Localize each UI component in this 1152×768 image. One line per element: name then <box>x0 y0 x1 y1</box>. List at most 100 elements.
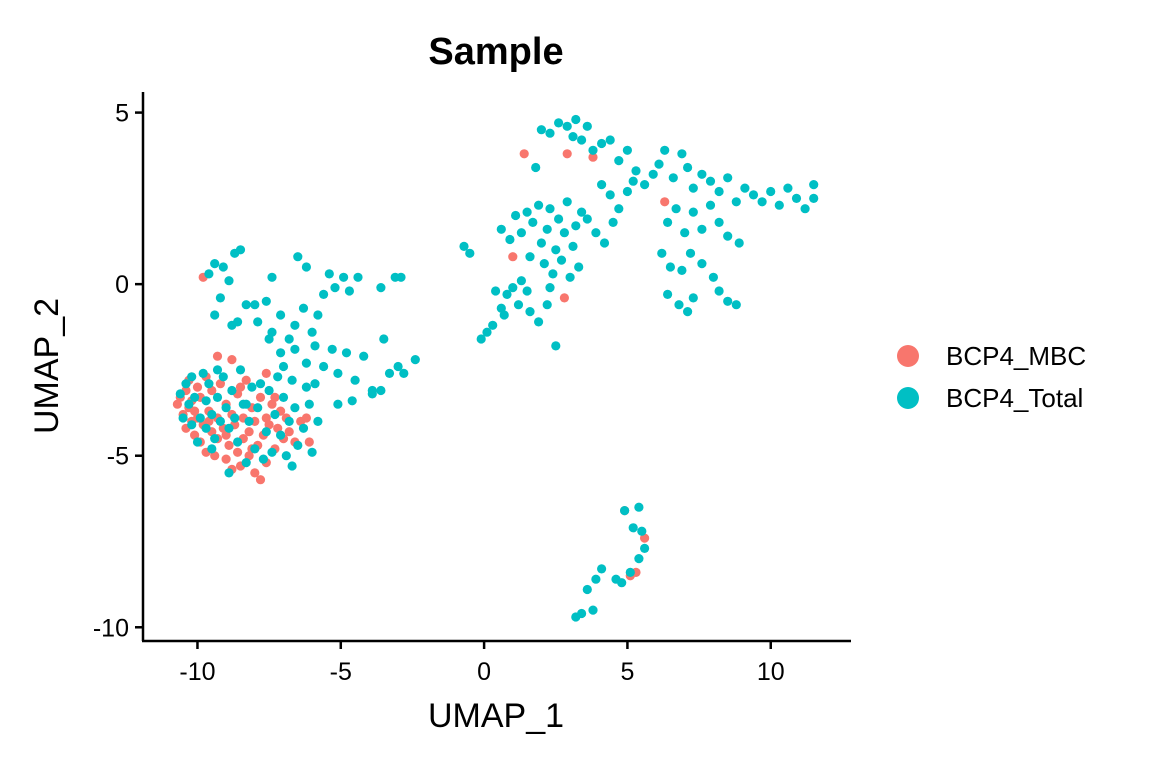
data-point <box>688 207 698 217</box>
data-point <box>748 190 759 200</box>
data-point <box>683 162 693 173</box>
data-point <box>508 283 518 293</box>
data-point <box>714 186 724 197</box>
data-point <box>327 344 337 354</box>
data-point <box>611 574 621 584</box>
data-point <box>588 605 598 615</box>
data-point <box>622 145 633 155</box>
data-point <box>551 245 561 255</box>
y-tick-label: 5 <box>115 100 129 128</box>
y-tick-label: 0 <box>115 271 129 299</box>
data-point <box>568 132 578 142</box>
data-point <box>204 269 214 279</box>
data-point <box>562 121 572 131</box>
data-point <box>304 399 314 409</box>
data-point <box>339 272 349 282</box>
data-point <box>614 156 624 166</box>
data-point <box>677 265 687 275</box>
data-point <box>399 368 409 378</box>
data-point <box>258 454 268 464</box>
data-point <box>783 183 793 193</box>
data-point <box>330 283 340 293</box>
data-point <box>539 259 549 269</box>
data-point <box>255 475 266 485</box>
data-point <box>554 118 564 128</box>
data-point <box>697 169 707 179</box>
data-point <box>505 234 515 245</box>
data-point <box>264 334 274 344</box>
data-point <box>622 186 633 197</box>
series-bcp4-mbc <box>172 149 670 581</box>
data-point <box>235 245 246 255</box>
data-point <box>668 173 678 183</box>
data-point <box>241 458 251 468</box>
data-point <box>204 416 214 426</box>
data-point <box>605 135 615 145</box>
data-point <box>224 423 234 433</box>
data-point <box>757 197 767 207</box>
data-point <box>235 365 246 375</box>
data-point <box>556 255 567 265</box>
x-tick-label: 0 <box>477 658 491 686</box>
data-point <box>582 584 592 595</box>
data-point <box>476 334 486 344</box>
data-point <box>499 310 509 320</box>
x-axis-ticks: -10 -5 0 5 10 <box>179 641 785 686</box>
y-axis-ticks: -10 -5 0 5 <box>93 100 143 642</box>
data-point <box>565 272 575 282</box>
data-point <box>187 420 197 430</box>
data-point <box>731 300 741 310</box>
data-point <box>628 176 638 186</box>
data-point <box>301 413 311 423</box>
data-point <box>465 248 475 258</box>
data-point <box>233 437 243 447</box>
data-point <box>571 221 581 231</box>
data-point <box>270 409 280 420</box>
data-point <box>241 375 251 385</box>
data-point <box>625 567 635 578</box>
data-point <box>531 162 541 173</box>
data-point <box>198 368 208 378</box>
data-point <box>310 379 320 389</box>
data-point <box>410 355 420 365</box>
data-point <box>347 396 357 406</box>
data-point <box>290 344 300 354</box>
data-point <box>284 334 294 344</box>
data-point <box>264 420 274 430</box>
data-point <box>545 128 555 138</box>
data-point <box>313 310 323 320</box>
data-point <box>665 262 676 272</box>
data-point <box>210 259 220 269</box>
data-point <box>218 262 228 272</box>
data-point <box>634 554 644 564</box>
data-point <box>774 200 784 210</box>
data-point <box>534 200 544 210</box>
legend: BCP4_MBC BCP4_Total <box>897 341 1086 413</box>
data-point <box>235 382 246 392</box>
data-point <box>319 289 329 299</box>
data-point <box>293 252 303 262</box>
legend-marker-bcp4-total <box>897 387 919 409</box>
data-point <box>640 543 650 554</box>
legend-label-bcp4-mbc: BCP4_MBC <box>946 341 1086 371</box>
legend-label-bcp4-total: BCP4_Total <box>946 383 1083 413</box>
data-point <box>714 217 724 227</box>
data-point <box>307 447 317 457</box>
data-point <box>705 200 716 210</box>
data-point <box>663 217 673 227</box>
data-point <box>393 361 403 372</box>
data-point <box>353 272 363 282</box>
data-point <box>723 231 733 241</box>
data-point <box>663 289 673 299</box>
data-point <box>723 173 733 183</box>
data-point <box>519 149 529 159</box>
data-point <box>528 217 538 227</box>
data-point <box>591 574 601 584</box>
data-point <box>536 238 547 248</box>
data-point <box>731 197 741 207</box>
data-point <box>230 413 240 423</box>
data-point <box>241 399 251 409</box>
data-point <box>250 444 260 454</box>
data-point <box>568 241 578 251</box>
data-point <box>697 259 707 269</box>
